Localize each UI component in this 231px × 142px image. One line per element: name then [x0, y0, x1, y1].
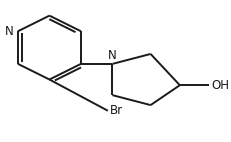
- Text: N: N: [5, 25, 13, 38]
- Text: N: N: [108, 49, 116, 62]
- Text: OH: OH: [210, 79, 228, 92]
- Text: Br: Br: [110, 104, 123, 117]
